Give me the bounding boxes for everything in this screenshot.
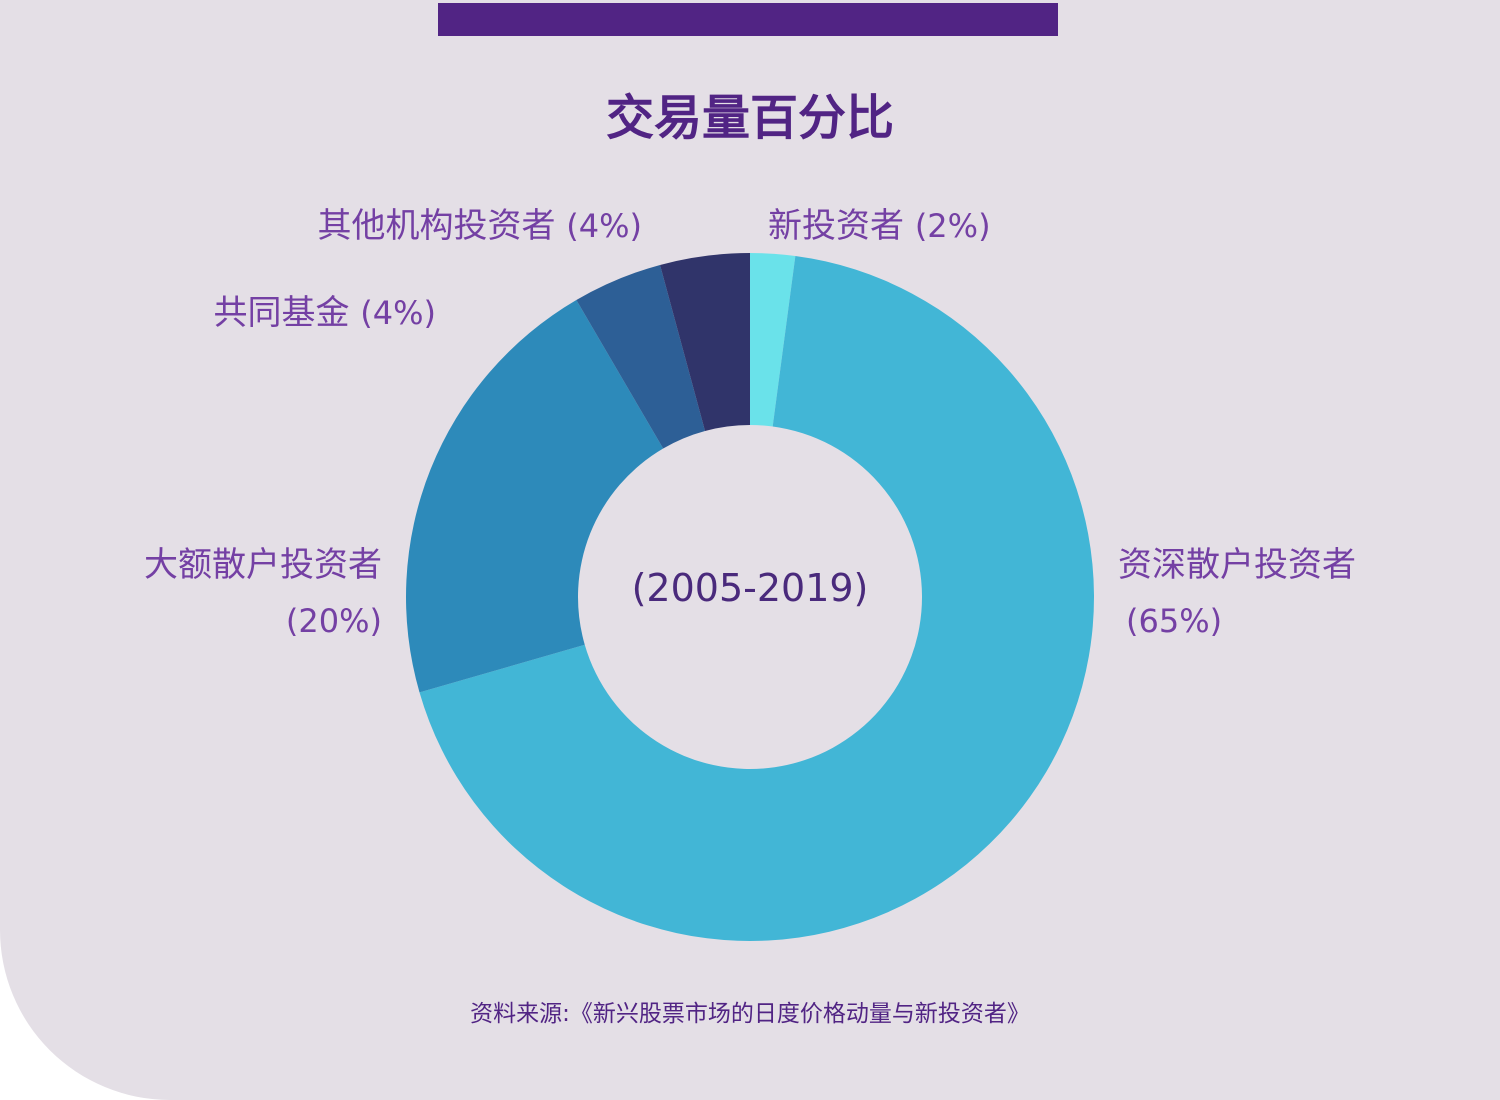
- donut-slice-new-investors: [750, 253, 796, 427]
- slice-label-text: 大额散户投资者: [144, 545, 382, 585]
- slice-label-experienced-retail: 资深散户投资者 (65%): [1118, 537, 1356, 649]
- slice-label-percent: (20%): [285, 602, 382, 640]
- slice-label-text: 共同基金: [213, 293, 350, 333]
- header-accent-bar: [438, 3, 1058, 36]
- slice-label-percent: (2%): [914, 207, 991, 245]
- slice-label-new-investors: 新投资者 (2%): [768, 198, 991, 254]
- donut-slice-large-retail: [405, 300, 664, 693]
- slice-label-percent: (65%): [1126, 602, 1223, 640]
- donut-slice-other-institutions: [660, 253, 750, 431]
- slice-label-percent: (4%): [360, 294, 436, 332]
- donut-slice-mutual-funds: [576, 264, 706, 449]
- donut-slice-experienced-retail: [419, 256, 1094, 942]
- slice-label-percent: (4%): [566, 207, 642, 245]
- slice-label-text: 新投资者: [768, 206, 904, 246]
- slice-label-other-institutions: 其他机构投资者 (4%): [317, 198, 642, 254]
- slice-label-text: 其他机构投资者: [317, 206, 556, 246]
- donut-center-label: (2005-2019): [631, 566, 869, 610]
- slice-label-large-retail: 大额散户投资者 (20%): [144, 537, 382, 649]
- source-note: 资料来源:《新兴股票市场的日度价格动量与新投资者》: [470, 1001, 1030, 1027]
- slice-label-text: 资深散户投资者: [1118, 545, 1356, 585]
- chart-title: 交易量百分比: [605, 90, 894, 146]
- slice-label-mutual-funds: 共同基金 (4%): [213, 285, 436, 341]
